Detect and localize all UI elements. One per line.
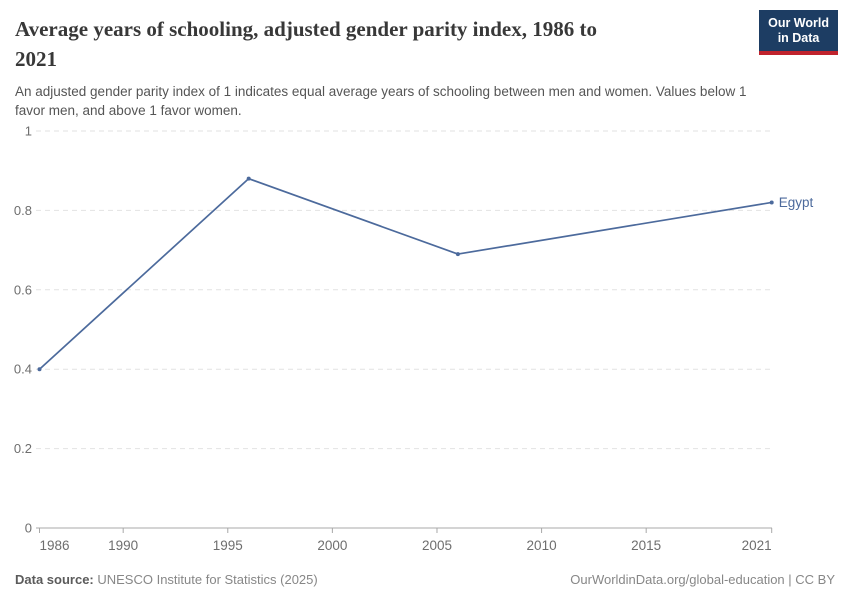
- x-axis-tick-label: 2015: [631, 538, 661, 553]
- chart-subtitle-line2: favor men, and above 1 favor women.: [15, 103, 242, 118]
- data-point-marker[interactable]: [769, 200, 774, 205]
- y-axis-tick-label: 1: [25, 124, 32, 139]
- chart-subtitle-line1: An adjusted gender parity index of 1 ind…: [15, 84, 747, 99]
- chart-title-line2: 2021: [15, 47, 57, 71]
- y-axis-tick-label: 0.4: [14, 362, 32, 377]
- data-source-text: UNESCO Institute for Statistics (2025): [93, 572, 318, 587]
- data-point-marker[interactable]: [246, 176, 251, 181]
- data-source-label: Data source:: [15, 572, 94, 587]
- y-axis-tick-label: 0.8: [14, 203, 32, 218]
- owid-logo-line2: in Data: [777, 31, 820, 45]
- x-axis-tick-label: 1986: [40, 538, 70, 553]
- footer-attribution-link[interactable]: OurWorldinData.org/global-education | CC…: [570, 572, 835, 587]
- x-axis-tick-label: 2010: [527, 538, 557, 553]
- x-axis-tick-label: 1995: [213, 538, 243, 553]
- chart-title: Average years of schooling, adjusted gen…: [15, 14, 755, 74]
- series-end-label[interactable]: Egypt: [779, 195, 814, 210]
- chart-title-line1: Average years of schooling, adjusted gen…: [15, 17, 597, 41]
- owid-logo[interactable]: Our World in Data: [759, 10, 838, 55]
- x-axis-tick-label: 2021: [742, 538, 772, 553]
- data-point-marker[interactable]: [455, 252, 460, 257]
- y-axis-tick-label: 0.2: [14, 441, 32, 456]
- owid-logo-line1: Our World: [768, 16, 829, 30]
- data-source: Data source: UNESCO Institute for Statis…: [15, 572, 318, 587]
- y-axis-tick-label: 0.6: [14, 282, 32, 297]
- trend-line[interactable]: [38, 177, 772, 370]
- x-axis-tick-label: 2005: [422, 538, 452, 553]
- chart-subtitle: An adjusted gender parity index of 1 ind…: [15, 82, 835, 120]
- data-point-marker[interactable]: [37, 367, 42, 372]
- chart-footer: Data source: UNESCO Institute for Statis…: [15, 572, 835, 587]
- x-axis-tick-label: 2000: [317, 538, 347, 553]
- x-axis-tick-label: 1990: [108, 538, 138, 553]
- y-axis-tick-label: 0: [25, 521, 32, 536]
